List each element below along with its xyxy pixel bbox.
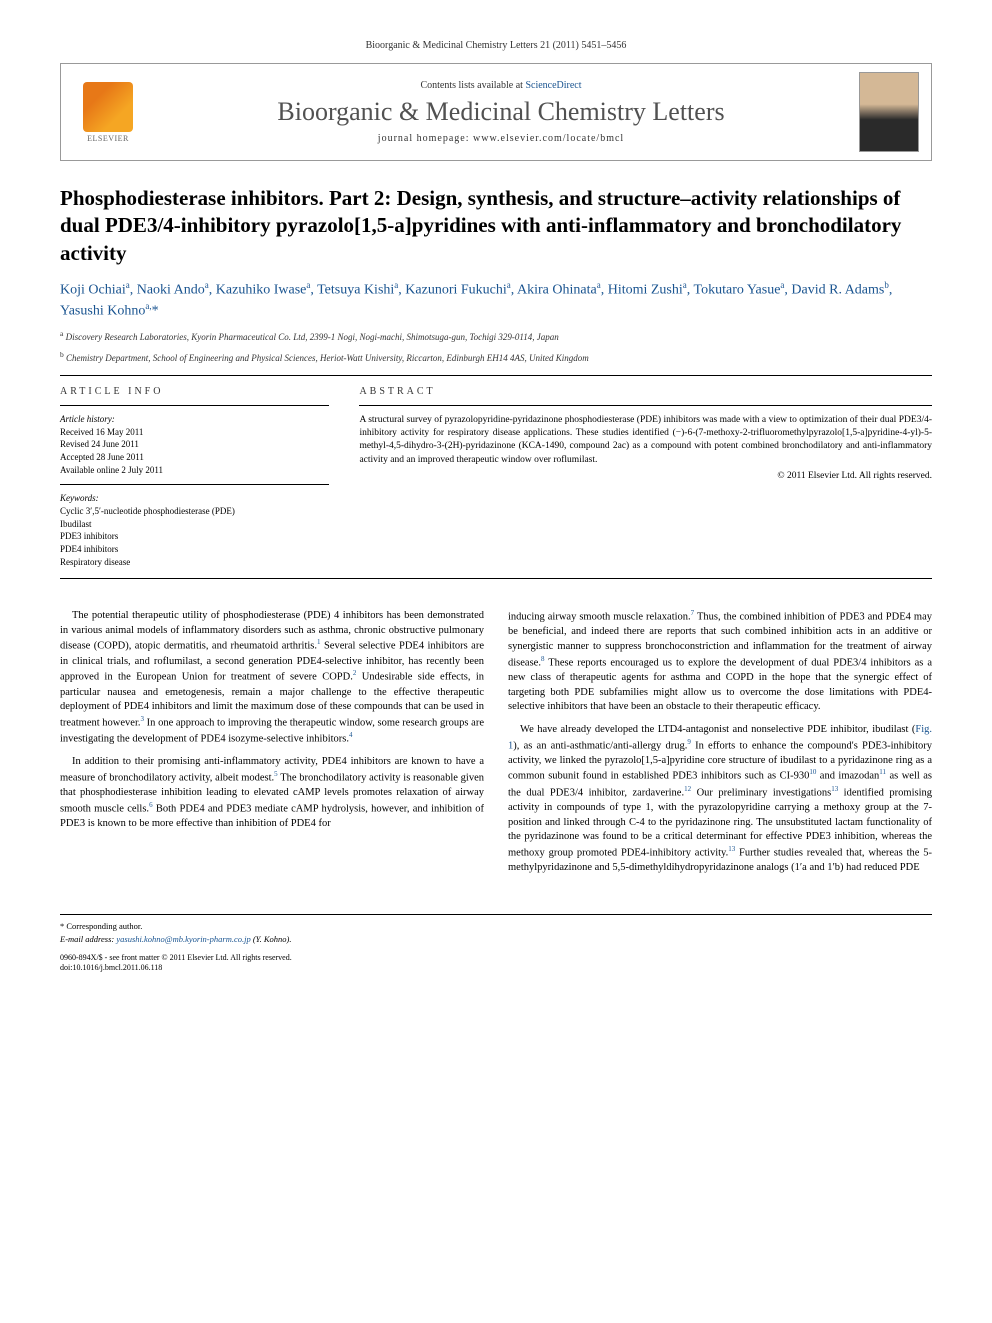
section-rule xyxy=(60,375,932,376)
contents-available-line: Contents lists available at ScienceDirec… xyxy=(143,80,859,91)
elsevier-tree-icon xyxy=(83,82,133,132)
article-info-column: ARTICLE INFO Article history: Received 1… xyxy=(60,386,329,568)
article-info-abstract-row: ARTICLE INFO Article history: Received 1… xyxy=(60,386,932,568)
email-label: E-mail address: xyxy=(60,934,114,944)
keyword: Cyclic 3′,5′-nucleotide phosphodiesteras… xyxy=(60,505,329,518)
keyword: PDE4 inhibitors xyxy=(60,543,329,556)
homepage-prefix: journal homepage: xyxy=(378,133,473,144)
history-accepted: Accepted 28 June 2011 xyxy=(60,451,329,464)
history-online: Available online 2 July 2011 xyxy=(60,464,329,477)
abstract-column: ABSTRACT A structural survey of pyrazolo… xyxy=(359,386,932,568)
body-para: We have already developed the LTD4-antag… xyxy=(508,723,932,876)
affiliation-b: b Chemistry Department, School of Engine… xyxy=(60,350,932,365)
homepage-url[interactable]: www.elsevier.com/locate/bmcl xyxy=(473,133,624,144)
body-para: inducing airway smooth muscle relaxation… xyxy=(508,609,932,715)
section-rule xyxy=(60,578,932,579)
email-line: E-mail address: yasushi.kohno@mb.kyorin-… xyxy=(60,934,479,945)
author-list: Koji Ochiaia, Naoki Andoa, Kazuhiko Iwas… xyxy=(60,279,932,322)
doi-line: doi:10.1016/j.bmcl.2011.06.118 xyxy=(60,963,479,973)
body-col-left: The potential therapeutic utility of pho… xyxy=(60,609,484,884)
article-title: Phosphodiesterase inhibitors. Part 2: De… xyxy=(60,185,932,267)
keyword: Respiratory disease xyxy=(60,556,329,569)
body-para: The potential therapeutic utility of pho… xyxy=(60,609,484,747)
body-col-right: inducing airway smooth muscle relaxation… xyxy=(508,609,932,884)
journal-name: Bioorganic & Medicinal Chemistry Letters xyxy=(143,97,859,127)
affiliation-a: a Discovery Research Laboratories, Kyori… xyxy=(60,329,932,344)
footer-block: * Corresponding author. E-mail address: … xyxy=(60,914,932,974)
journal-header-box: ELSEVIER Contents lists available at Sci… xyxy=(60,63,932,161)
body-para: In addition to their promising anti-infl… xyxy=(60,755,484,831)
affiliations-block: a Discovery Research Laboratories, Kyori… xyxy=(60,329,932,364)
history-label: Article history: xyxy=(60,414,329,424)
abstract-label: ABSTRACT xyxy=(359,386,932,397)
issn-line: 0960-894X/$ - see front matter © 2011 El… xyxy=(60,953,479,963)
homepage-line: journal homepage: www.elsevier.com/locat… xyxy=(143,133,859,144)
keywords-label: Keywords: xyxy=(60,493,329,503)
publisher-logo: ELSEVIER xyxy=(73,72,143,152)
corresponding-author: * Corresponding author. xyxy=(60,921,479,932)
sciencedirect-link[interactable]: ScienceDirect xyxy=(525,80,581,91)
history-revised: Revised 24 June 2011 xyxy=(60,438,329,451)
history-received: Received 16 May 2011 xyxy=(60,426,329,439)
journal-cover-thumbnail xyxy=(859,72,919,152)
author-email-link[interactable]: yasushi.kohno@mb.kyorin-pharm.co.jp xyxy=(116,934,250,944)
keyword: PDE3 inhibitors xyxy=(60,530,329,543)
header-center: Contents lists available at ScienceDirec… xyxy=(143,80,859,144)
article-info-label: ARTICLE INFO xyxy=(60,386,329,397)
keyword: Ibudilast xyxy=(60,518,329,531)
footer-left: * Corresponding author. E-mail address: … xyxy=(60,921,479,974)
email-author-name: (Y. Kohno). xyxy=(253,934,292,944)
publisher-name: ELSEVIER xyxy=(87,134,129,143)
body-two-column: The potential therapeutic utility of pho… xyxy=(60,609,932,884)
abstract-text: A structural survey of pyrazolopyridine-… xyxy=(359,414,932,467)
abstract-copyright: © 2011 Elsevier Ltd. All rights reserved… xyxy=(359,471,932,481)
citation-line: Bioorganic & Medicinal Chemistry Letters… xyxy=(60,40,932,51)
contents-prefix: Contents lists available at xyxy=(420,80,525,91)
